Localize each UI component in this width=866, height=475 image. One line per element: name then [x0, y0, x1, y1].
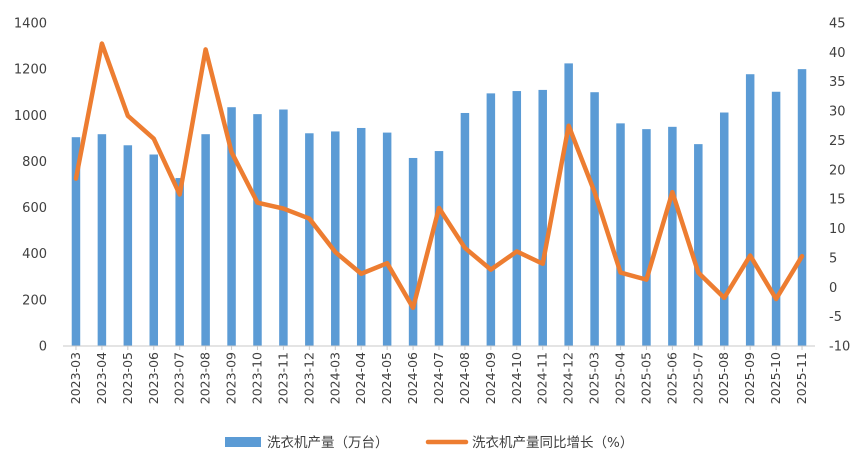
x-tick-2023-12: 2023-12: [301, 352, 316, 404]
x-tick-2023-03: 2023-03: [68, 352, 83, 404]
bar-2023-11: [279, 110, 288, 346]
x-tick-2024-12: 2024-12: [561, 352, 576, 404]
bar-2025-06: [668, 127, 677, 346]
x-tick-2023-10: 2023-10: [249, 352, 264, 404]
x-tick-2023-05: 2023-05: [120, 352, 135, 404]
x-tick-2023-07: 2023-07: [172, 352, 187, 404]
x-tick-2024-08: 2024-08: [457, 352, 472, 404]
bar-2023-12: [305, 133, 314, 346]
bar-2024-11: [538, 90, 547, 346]
bar-2025-07: [694, 144, 703, 346]
bar-2024-06: [409, 158, 418, 346]
bar-2025-11: [798, 69, 807, 346]
bar-2024-04: [357, 128, 366, 346]
x-tick-2024-10: 2024-10: [509, 352, 524, 404]
x-tick-2025-08: 2025-08: [716, 352, 731, 404]
x-tick-2023-08: 2023-08: [198, 352, 213, 404]
bar-2024-08: [461, 113, 470, 346]
y-right-tick-35: 35: [829, 75, 846, 90]
y-right-tick--5: -5: [829, 310, 842, 325]
legend-label-bar: 洗衣机产量（万台）: [267, 435, 389, 451]
bar-2023-04: [98, 134, 107, 346]
x-tick-2023-09: 2023-09: [224, 352, 239, 404]
y-left-tick-400: 400: [22, 247, 47, 262]
y-right-tick-45: 45: [829, 17, 846, 32]
y-right-tick-0: 0: [829, 281, 837, 296]
x-tick-2024-05: 2024-05: [379, 352, 394, 404]
bar-2025-03: [590, 92, 599, 346]
y-left-tick-1000: 1000: [14, 109, 47, 124]
x-tick-2025-07: 2025-07: [690, 352, 705, 404]
x-tick-2025-09: 2025-09: [742, 352, 757, 404]
y-right-tick-10: 10: [829, 222, 846, 237]
legend-swatch-bar: [225, 437, 261, 447]
x-tick-2024-03: 2024-03: [327, 352, 342, 404]
x-tick-2025-10: 2025-10: [768, 352, 783, 404]
bars-layer: [72, 63, 807, 346]
y-right-tick-25: 25: [829, 134, 846, 149]
bar-2024-03: [331, 131, 340, 346]
bar-2023-07: [175, 178, 184, 346]
y-right-tick-30: 30: [829, 105, 846, 120]
bar-2025-04: [616, 123, 625, 346]
y-left-tick-1400: 1400: [14, 17, 47, 32]
y-left-tick-600: 600: [22, 201, 47, 216]
bar-2025-08: [720, 113, 729, 346]
legend-label-line: 洗衣机产量同比增长（%）: [472, 435, 633, 451]
y-right-tick-20: 20: [829, 163, 846, 178]
x-tick-2024-06: 2024-06: [405, 352, 420, 404]
bar-2023-06: [150, 155, 159, 346]
bar-2024-05: [383, 133, 392, 346]
y-left-tick-200: 200: [22, 293, 47, 308]
x-tick-2024-04: 2024-04: [353, 352, 368, 404]
x-tick-2025-03: 2025-03: [587, 352, 602, 404]
x-tick-2025-05: 2025-05: [638, 352, 653, 404]
y-right-tick-5: 5: [829, 251, 837, 266]
bar-2023-08: [201, 134, 210, 346]
x-tick-2024-07: 2024-07: [431, 352, 446, 404]
y-right-tick-40: 40: [829, 46, 846, 61]
x-tick-2024-09: 2024-09: [483, 352, 498, 404]
x-tick-2023-04: 2023-04: [94, 352, 109, 404]
bar-2023-05: [124, 145, 133, 346]
y-right-tick--10: -10: [829, 340, 850, 355]
x-tick-2024-11: 2024-11: [535, 352, 550, 404]
y-left-tick-800: 800: [22, 155, 47, 170]
bar-2024-12: [564, 63, 573, 346]
x-tick-2025-11: 2025-11: [794, 352, 809, 404]
bar-2025-10: [772, 92, 781, 346]
legend: 洗衣机产量（万台） 洗衣机产量同比增长（%）: [225, 435, 633, 451]
x-tick-2025-04: 2025-04: [613, 352, 628, 404]
y-right-tick-15: 15: [829, 193, 846, 208]
y-left-tick-1200: 1200: [14, 63, 47, 78]
y-left-tick-0: 0: [39, 340, 47, 355]
bar-2024-10: [513, 91, 522, 346]
bar-2023-10: [253, 114, 261, 346]
bar-2025-09: [746, 74, 755, 346]
bar-2024-09: [487, 93, 496, 346]
bar-2025-05: [642, 129, 651, 346]
x-tick-2025-06: 2025-06: [664, 352, 679, 404]
x-tick-2023-11: 2023-11: [275, 352, 290, 404]
bar-2024-07: [435, 151, 444, 346]
x-tick-2023-06: 2023-06: [146, 352, 161, 404]
